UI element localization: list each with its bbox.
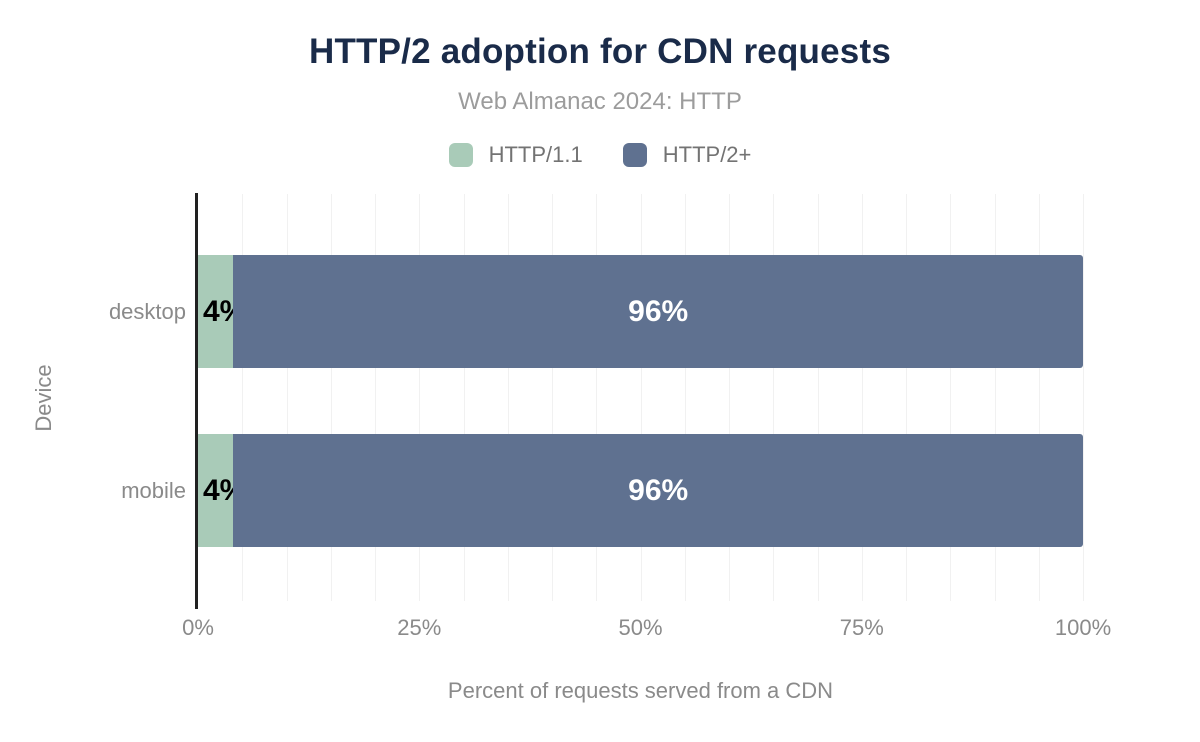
bar-segment-desktop-HTTP/1.1[interactable] — [198, 255, 234, 368]
gridline-30 — [463, 194, 465, 601]
chart-title: HTTP/2 adoption for CDN requests — [309, 32, 891, 71]
y-axis-line — [195, 193, 198, 609]
gridline-20 — [375, 194, 376, 601]
plot-area: 4% 96% 4% 96% — [198, 194, 1084, 601]
legend: HTTP/1.1 HTTP/2+ — [0, 142, 1200, 168]
bar-segment-desktop-HTTP/2+[interactable] — [233, 255, 1083, 368]
gridline-50 — [640, 194, 642, 601]
bar-value-label-mobile-HTTP/2+: 96% — [628, 473, 689, 507]
gridline-90 — [994, 194, 996, 601]
gridline-60 — [729, 194, 730, 601]
chart-subtitle: Web Almanac 2024: HTTP — [458, 88, 742, 115]
x-tick-100: 100% — [1054, 615, 1112, 640]
gridline-75 — [861, 194, 863, 601]
gridline-100 — [1083, 194, 1084, 601]
y-axis-title: Device — [31, 364, 56, 432]
bar-value-label-desktop-HTTP/2+: 96% — [628, 294, 689, 328]
gridline-95 — [1038, 194, 1040, 601]
legend-item-0[interactable]: HTTP/1.1 — [448, 142, 583, 168]
bar-segment-mobile-HTTP/1.1[interactable] — [198, 434, 234, 547]
gridline-80 — [906, 194, 907, 601]
x-tick-0: 0% — [182, 615, 214, 640]
legend-swatch-icon — [622, 143, 647, 167]
x-axis-ticks: 0% 25% 50% 75% 100% — [182, 615, 1111, 641]
category-label-mobile: mobile — [121, 477, 186, 503]
legend-swatch-icon — [448, 143, 473, 167]
gridline-35 — [507, 194, 509, 601]
gridline-15 — [330, 194, 332, 601]
x-axis-title: Percent of requests served from a CDN — [447, 678, 834, 703]
legend-item-label: HTTP/1.1 — [488, 142, 583, 167]
gridline-70 — [817, 194, 819, 601]
x-tick-50: 50% — [618, 615, 663, 640]
gridline-65 — [773, 194, 775, 601]
bar-segment-mobile-HTTP/2+[interactable] — [233, 434, 1083, 547]
category-label-desktop: desktop — [108, 298, 186, 324]
legend-item-1[interactable]: HTTP/2+ — [622, 142, 752, 168]
x-tick-25: 25% — [397, 615, 442, 640]
gridline-40 — [552, 194, 553, 601]
x-tick-75: 75% — [839, 615, 884, 640]
gridline-25 — [419, 194, 421, 601]
gridline-55 — [684, 194, 686, 601]
gridline-45 — [596, 194, 598, 601]
bar-row-mobile: 4% 96% — [198, 434, 1083, 547]
gridline-10 — [286, 194, 288, 601]
legend-item-label: HTTP/2+ — [662, 142, 752, 167]
gridline-85 — [950, 194, 952, 601]
bar-row-desktop: 4% 96% — [198, 255, 1083, 368]
gridline-5 — [242, 194, 244, 601]
